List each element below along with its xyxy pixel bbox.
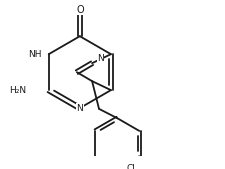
Text: N: N — [97, 54, 104, 63]
Text: O: O — [76, 5, 84, 15]
Text: Cl: Cl — [126, 164, 135, 169]
Text: N: N — [76, 104, 83, 113]
Text: NH: NH — [28, 50, 41, 59]
Text: H₂N: H₂N — [9, 86, 26, 95]
